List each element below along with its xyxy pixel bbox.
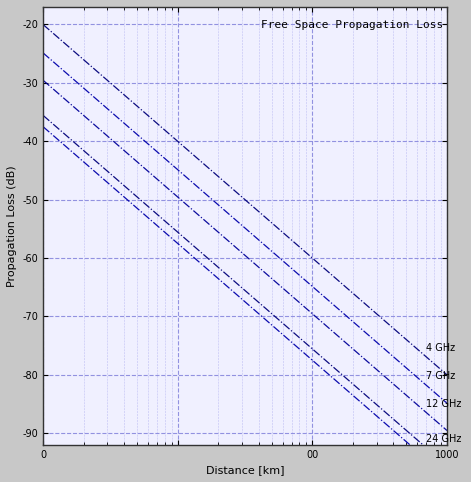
Text: 30 GHz: 30 GHz: [0, 481, 1, 482]
Text: Free Space Propagation Loss: Free Space Propagation Loss: [261, 20, 443, 30]
X-axis label: Distance [km]: Distance [km]: [206, 465, 284, 475]
Text: 24 GHz: 24 GHz: [426, 434, 462, 443]
Y-axis label: Propagation Loss (dB): Propagation Loss (dB): [7, 165, 17, 287]
Text: 7 GHz: 7 GHz: [426, 371, 455, 381]
Text: 12 GHz: 12 GHz: [426, 399, 462, 409]
Text: 4 GHz: 4 GHz: [426, 343, 455, 353]
